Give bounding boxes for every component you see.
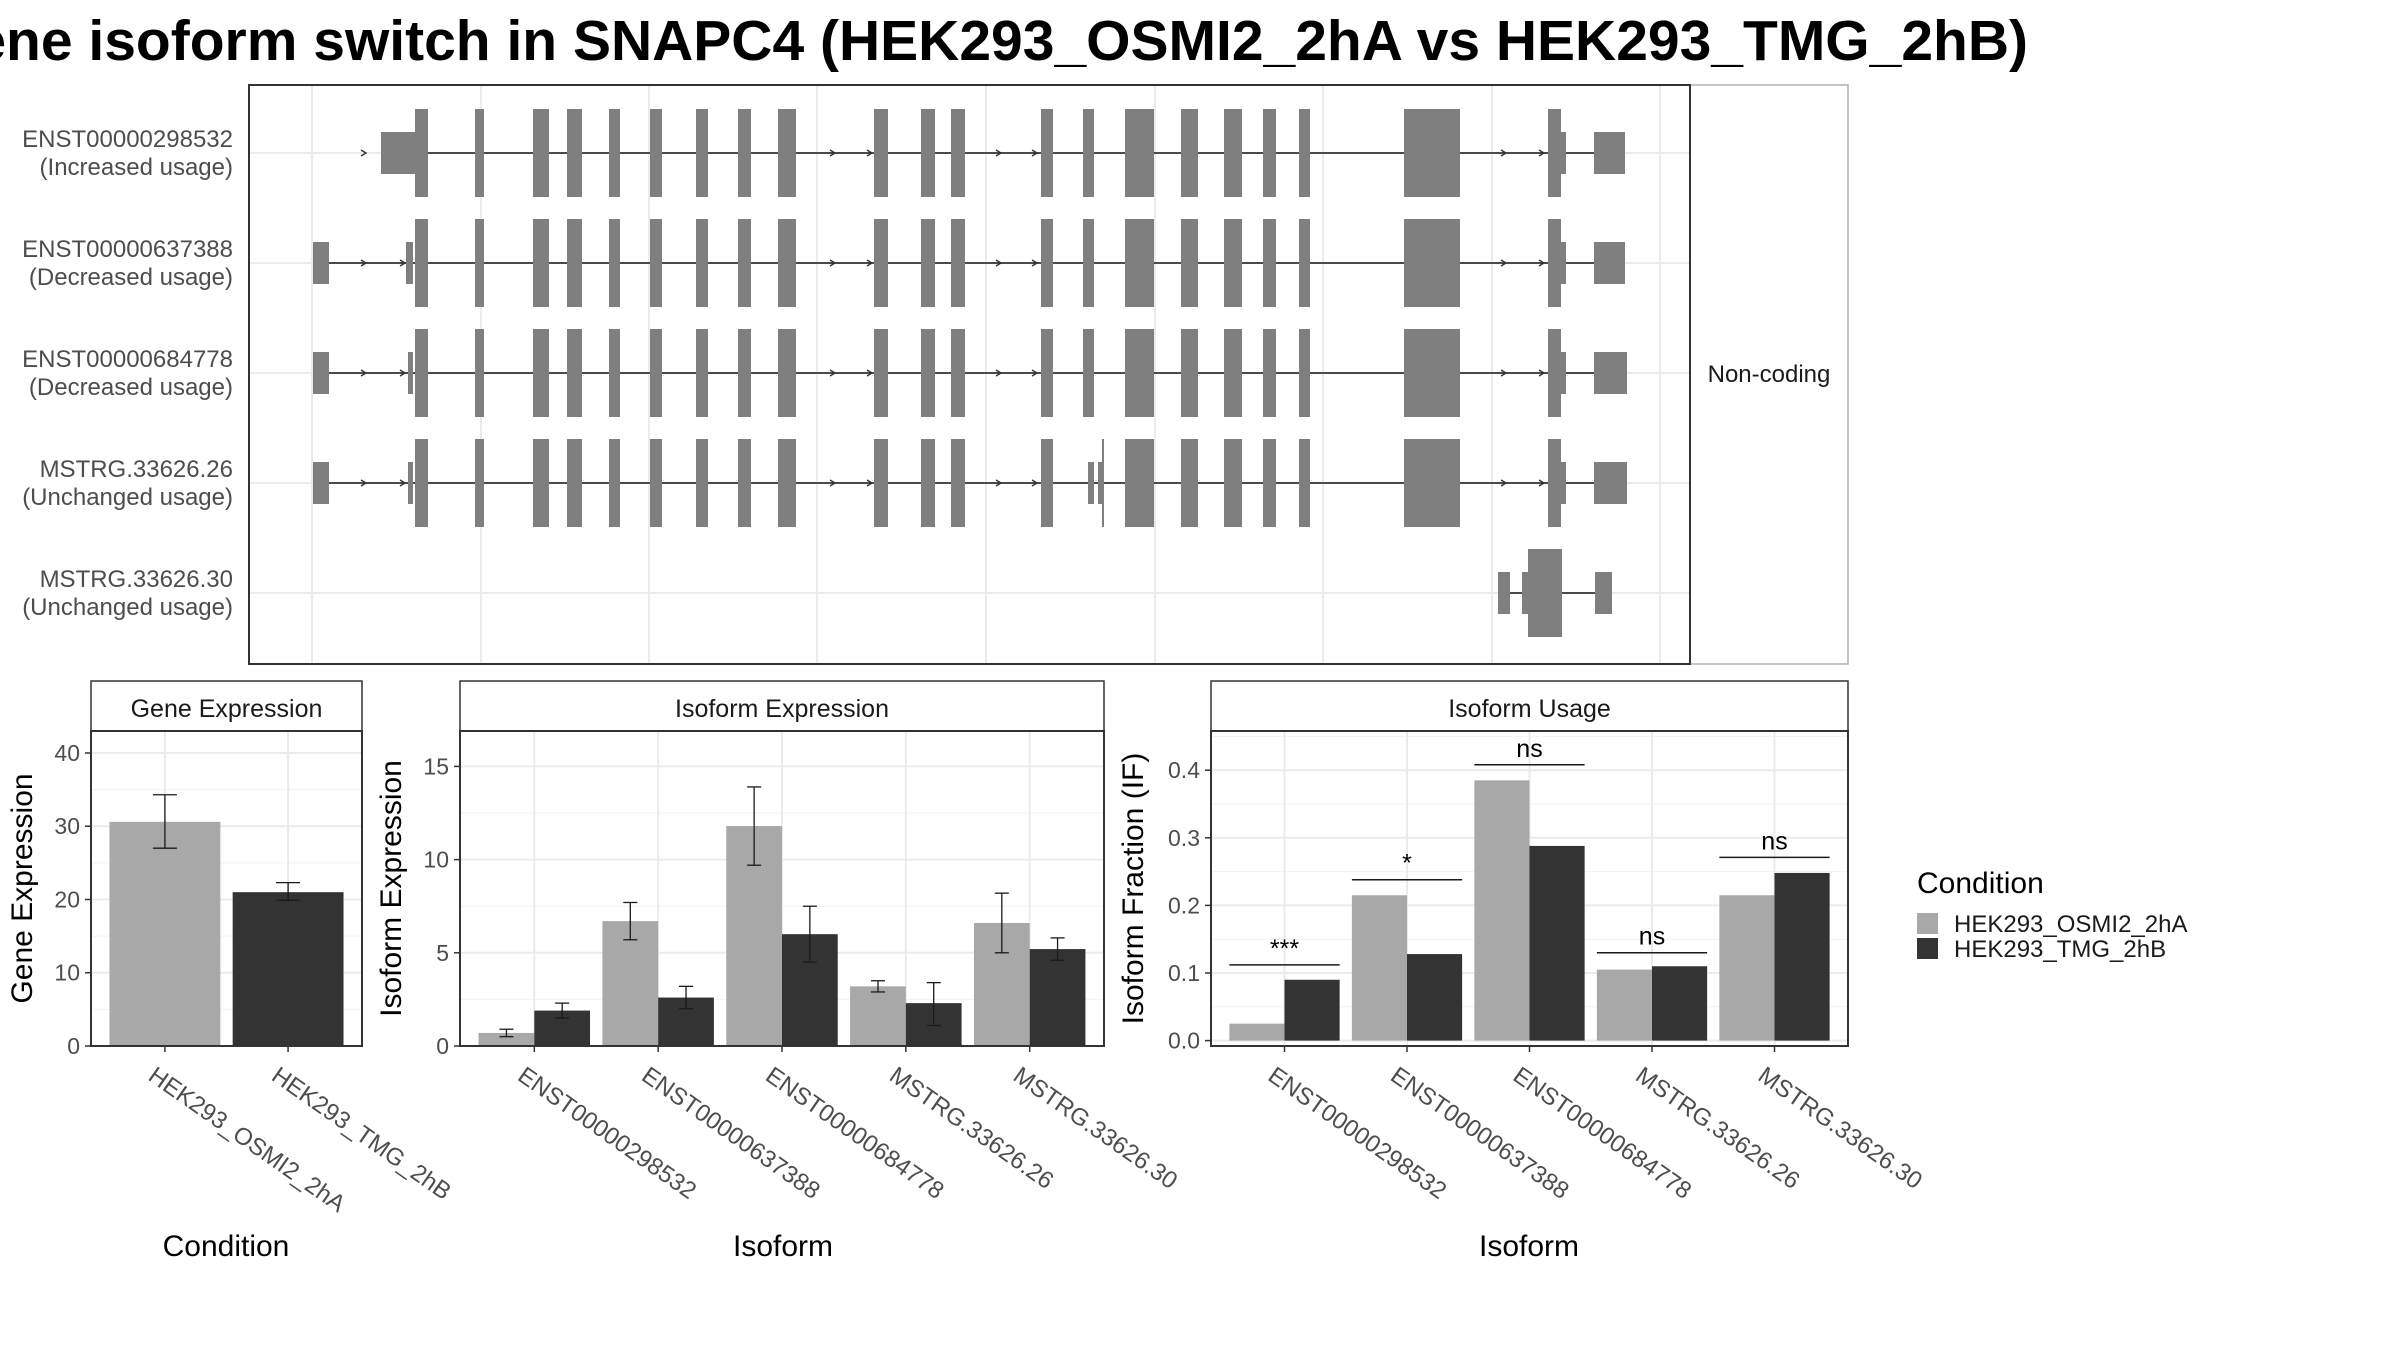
y-tick-label: 0 [436,1033,449,1059]
x-axis-title: Isoform [1479,1230,1579,1263]
x-axis-title: Condition [163,1230,290,1263]
bar [1774,872,1830,1041]
panel-isoform-expression: Isoform Expression051015ENST00000298532E… [375,680,1182,1263]
y-axis-title: Isoform Fraction (IF) [1117,753,1150,1025]
bar [1029,949,1086,1046]
bar [602,921,659,1046]
bar [1719,895,1775,1041]
chart-title: Gene isoform switch in SNAPC4 (HEK293_OS… [0,9,2029,73]
y-tick-label: 5 [436,940,449,966]
panel-frame [1210,730,1849,1047]
x-tick-label: HEK293_OSMI2_2hA [143,1062,350,1218]
y-tick-label: 15 [423,753,449,779]
y-tick-label: 10 [54,960,80,986]
legend-entry-label: HEK293_OSMI2_2hA [1954,911,2187,938]
panel-strip-label: Isoform Usage [1448,695,1611,723]
legend-swatch [1917,938,1938,959]
y-axis-title: Isoform Expression [375,760,408,1017]
y-axis-title: Gene Expression [6,773,39,1003]
y-tick-label: 0.1 [1168,960,1200,986]
bar [1529,845,1585,1041]
panel-isoform-usage: Isoform Usage0.00.10.20.30.4****nsnsnsEN… [1117,680,1927,1263]
bar [109,821,221,1046]
y-tick-label: 0 [67,1033,80,1059]
bar [1229,1023,1285,1041]
y-tick-label: 40 [54,740,80,766]
x-axis-title: Isoform [733,1230,833,1263]
bar [1596,969,1652,1041]
significance-label: ns [1516,735,1542,763]
legend-entry-label: HEK293_TMG_2hB [1954,936,2166,963]
panel-strip [90,680,363,732]
y-tick-label: 0.3 [1168,825,1200,851]
y-tick-label: 0.4 [1168,757,1200,783]
panel-frame [459,730,1105,1047]
y-tick-label: 30 [54,813,80,839]
bar [1407,954,1463,1041]
significance-label: ns [1639,923,1665,951]
y-tick-label: 0.2 [1168,892,1200,918]
significance-label: ns [1761,827,1787,855]
bar [1351,895,1407,1041]
bar [850,986,906,1046]
bar [1474,780,1530,1041]
bar [1652,966,1708,1041]
panel-strip [459,680,1105,732]
y-tick-label: 10 [423,847,449,873]
legend-title: Condition [1917,867,2044,900]
bar [478,1032,535,1046]
y-tick-label: 0.0 [1168,1028,1200,1054]
bar [1284,979,1340,1041]
legend-swatch [1917,913,1938,934]
y-tick-label: 20 [54,886,80,912]
significance-label: * [1402,850,1412,878]
significance-label: *** [1270,935,1299,963]
panel-frame [90,730,363,1047]
panel-strip [1210,680,1849,732]
bar [232,892,344,1046]
panel-strip-label: Isoform Expression [675,695,889,723]
panel-strip-label: Gene Expression [131,695,323,723]
